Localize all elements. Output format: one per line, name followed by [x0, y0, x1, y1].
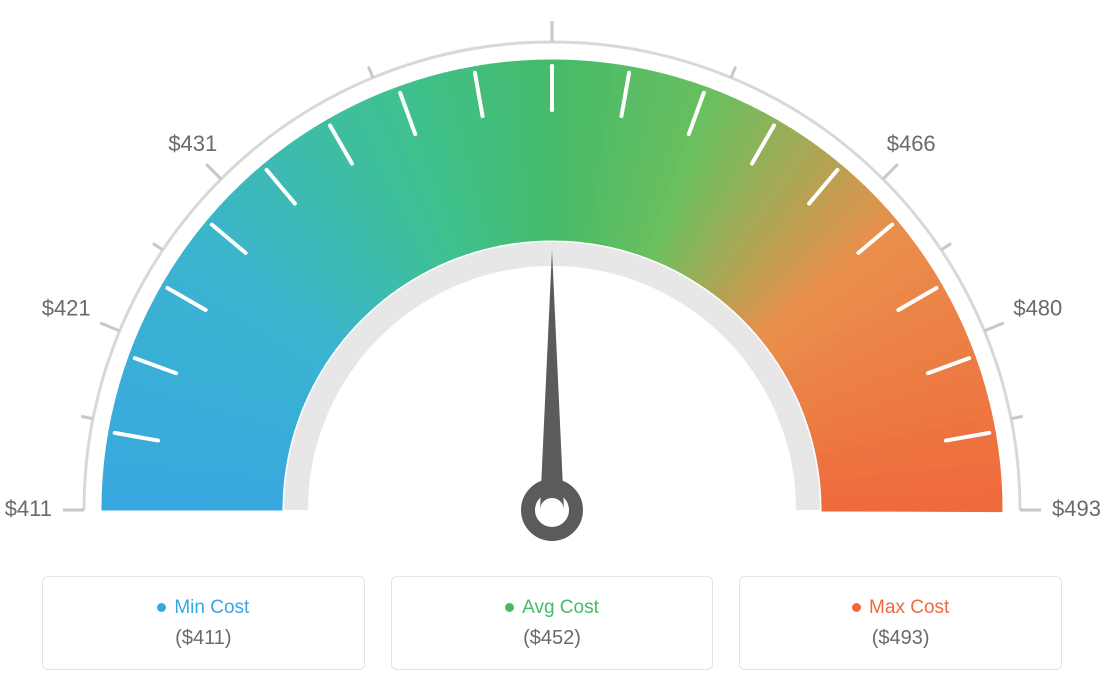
legend-card-avg: Avg Cost ($452): [391, 576, 714, 670]
tick-label: $466: [887, 131, 936, 156]
gauge-area: $411 $421 $431 $452 $466 $480 $493: [0, 0, 1104, 560]
legend-top-avg: Avg Cost: [505, 597, 599, 619]
tick-label: $493: [1052, 496, 1101, 521]
needle: [540, 250, 564, 510]
gauge-svg: $411 $421 $431 $452 $466 $480 $493: [0, 0, 1104, 560]
legend-value-avg: ($452): [523, 627, 581, 650]
dot-max: [852, 603, 861, 612]
tick-label: $452: [528, 0, 577, 3]
legend-label-avg: Avg Cost: [522, 597, 599, 619]
tick-label: $421: [42, 296, 91, 321]
tick-label: $431: [168, 131, 217, 156]
legend-label-min: Min Cost: [174, 597, 249, 619]
legend-top-min: Min Cost: [157, 597, 249, 619]
tick-label: $411: [5, 496, 52, 521]
legend-value-max: ($493): [872, 627, 930, 650]
legend-row: Min Cost ($411) Avg Cost ($452) Max Cost…: [42, 576, 1062, 670]
gauge-chart-container: $411 $421 $431 $452 $466 $480 $493 Min Cost ($…: [0, 0, 1104, 690]
legend-top-max: Max Cost: [852, 597, 949, 619]
legend-value-min: ($411): [175, 627, 231, 650]
legend-label-max: Max Cost: [869, 597, 949, 619]
tick-label: $480: [1013, 296, 1062, 321]
legend-card-max: Max Cost ($493): [739, 576, 1062, 670]
dot-avg: [505, 603, 514, 612]
legend-card-min: Min Cost ($411): [42, 576, 365, 670]
dot-min: [157, 603, 166, 612]
